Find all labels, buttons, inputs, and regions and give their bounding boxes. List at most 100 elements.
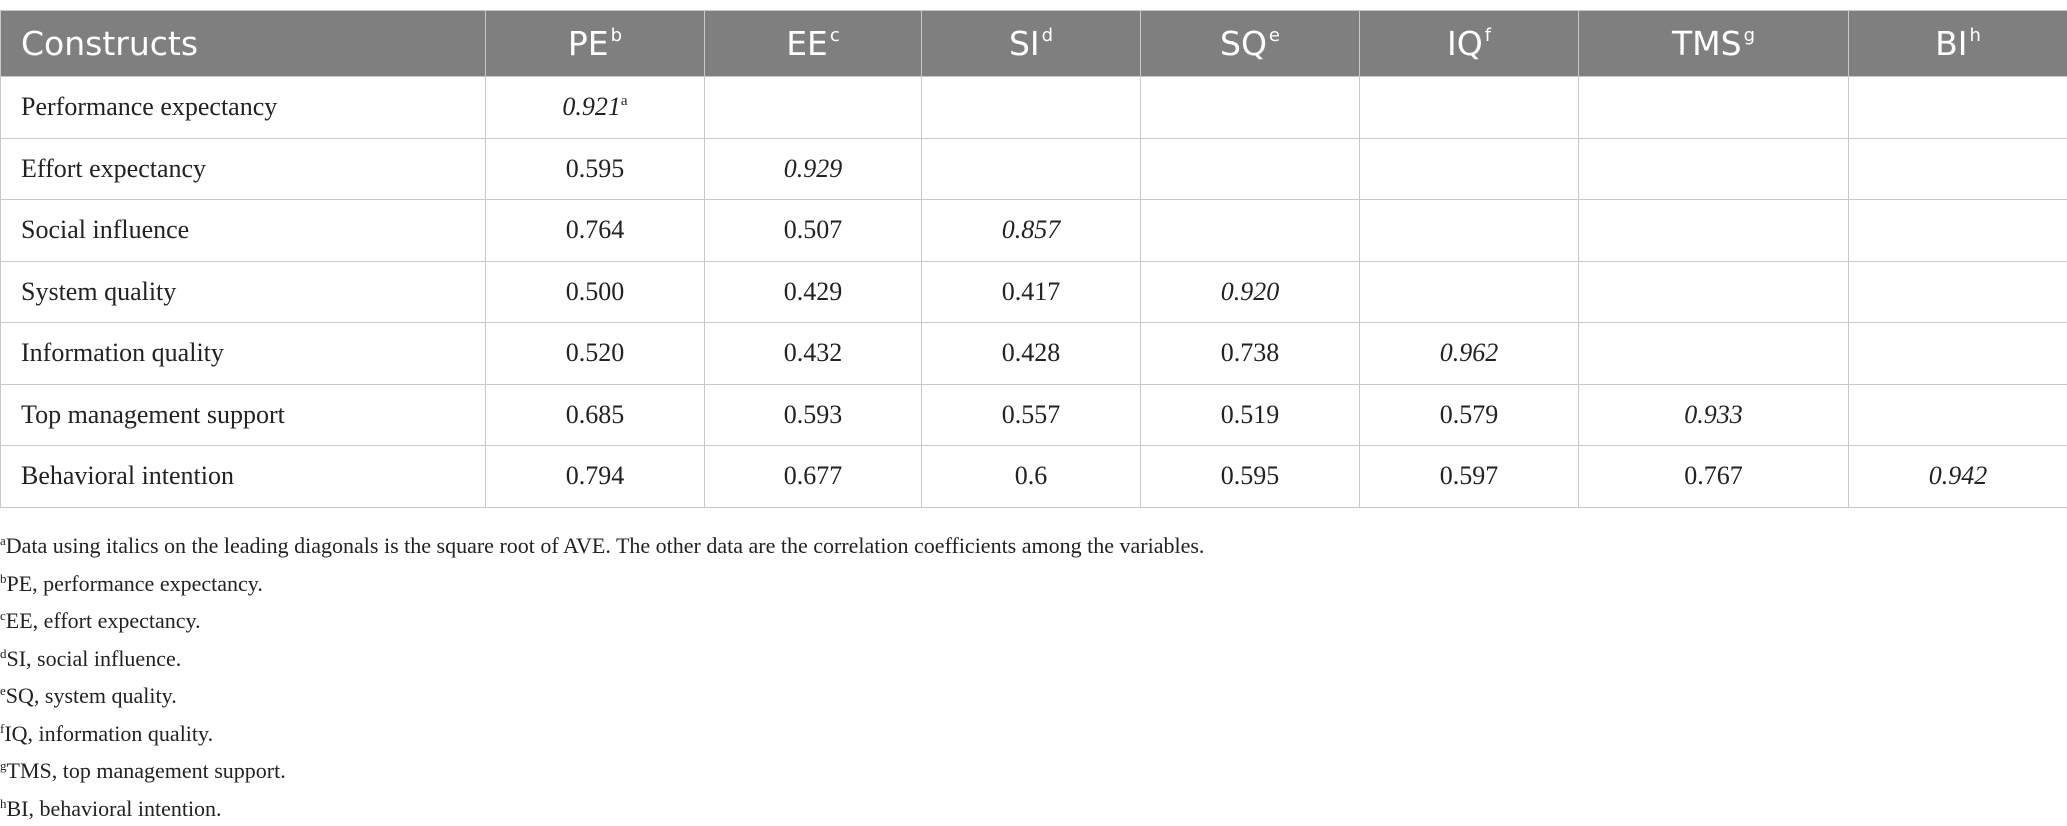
footnote-text: SQ, system quality. bbox=[5, 683, 177, 708]
table-cell: 0.595 bbox=[1140, 445, 1360, 508]
superscript: a bbox=[620, 93, 628, 110]
footnote-text: IQ, information quality. bbox=[4, 720, 214, 746]
table-cell bbox=[1578, 260, 1849, 323]
text: 0.579 bbox=[1439, 399, 1499, 429]
footnote: dSI, social influence. bbox=[0, 635, 1204, 673]
footnote: bPE, performance expectancy. bbox=[0, 560, 1204, 598]
table-cell bbox=[1848, 137, 2067, 200]
footnote-text: PE, performance expectancy. bbox=[6, 570, 263, 596]
table-cell: 0.738 bbox=[1140, 322, 1360, 385]
table-cell bbox=[1359, 76, 1579, 139]
table-cell: 0.579 bbox=[1359, 383, 1579, 446]
text: 0.595 bbox=[1220, 461, 1280, 491]
footnote-text: EE, effort expectancy. bbox=[5, 608, 201, 633]
superscript: h bbox=[1969, 25, 1981, 46]
column-header: BI h bbox=[1848, 10, 2067, 77]
text: 0.933 bbox=[1684, 399, 1743, 429]
text: Constructs bbox=[21, 24, 199, 63]
row-label: Behavioral intention bbox=[0, 445, 486, 508]
table-cell bbox=[1578, 322, 1849, 385]
text: 0.595 bbox=[565, 153, 625, 183]
superscript: e bbox=[1268, 25, 1280, 46]
table-cell: 0.519 bbox=[1140, 383, 1360, 446]
footnote: cEE, effort expectancy. bbox=[0, 597, 1204, 635]
table-cell: 0.520 bbox=[485, 322, 705, 385]
text: SQ bbox=[1220, 24, 1267, 63]
text: 0.519 bbox=[1220, 399, 1280, 429]
footnote: eSQ, system quality. bbox=[0, 672, 1204, 710]
correlation-table: Constructs PE b EE c SI d SQ e IQ f TMS g BI h Perform… bbox=[0, 10, 2067, 508]
table-cell: 0.929 bbox=[704, 137, 922, 200]
footnote: fIQ, information quality. bbox=[0, 710, 1204, 748]
footnote-marker: b bbox=[0, 570, 7, 586]
text: 0.929 bbox=[783, 153, 843, 183]
superscript: c bbox=[829, 25, 840, 46]
text: 0.593 bbox=[783, 399, 843, 429]
footnotes: aData using italics on the leading diago… bbox=[0, 522, 1204, 822]
text: 0.677 bbox=[783, 461, 843, 491]
table-cell bbox=[1359, 260, 1579, 323]
table-cell bbox=[1848, 199, 2067, 262]
text: 0.6 bbox=[1014, 461, 1048, 491]
table-cell: 0.933 bbox=[1578, 383, 1849, 446]
text: 0.942 bbox=[1928, 461, 1988, 491]
text: 0.794 bbox=[565, 461, 625, 491]
footnote-marker: d bbox=[0, 645, 7, 661]
table-cell: 0.857 bbox=[921, 199, 1141, 262]
text: 0.500 bbox=[565, 276, 625, 306]
text: 0.417 bbox=[1001, 276, 1061, 306]
table-row: Performance expectancy 0.921a bbox=[0, 76, 2067, 139]
table-cell: 0.677 bbox=[704, 445, 922, 508]
table-cell: 0.962 bbox=[1359, 322, 1579, 385]
text: 0.432 bbox=[783, 338, 843, 368]
footnote-marker: g bbox=[0, 758, 7, 773]
column-header: Constructs bbox=[0, 10, 486, 77]
table-cell: 0.507 bbox=[704, 199, 922, 262]
footnote-marker: c bbox=[0, 608, 6, 623]
table-cell bbox=[1140, 76, 1360, 139]
table-row: Social influence 0.764 0.507 0.857 bbox=[0, 199, 2067, 262]
footnote-text: TMS, top management support. bbox=[6, 758, 286, 783]
table-body: Performance expectancy 0.921a Effort expec… bbox=[0, 76, 2067, 508]
header-row: Constructs PE b EE c SI d SQ e IQ f TMS g BI h bbox=[0, 10, 2067, 77]
column-header: IQ f bbox=[1359, 10, 1579, 77]
text: 0.738 bbox=[1220, 338, 1280, 368]
footnote: hBI, behavioral intention. bbox=[0, 785, 1204, 823]
text: 0.764 bbox=[565, 215, 625, 245]
column-header: EE c bbox=[704, 10, 922, 77]
table-cell: 0.942 bbox=[1848, 445, 2067, 508]
table-cell bbox=[1578, 199, 1849, 262]
text: 0.962 bbox=[1439, 338, 1499, 368]
table-row: Effort expectancy 0.595 0.929 bbox=[0, 137, 2067, 200]
superscript: g bbox=[1743, 25, 1755, 46]
table-cell bbox=[921, 137, 1141, 200]
table-cell bbox=[1140, 199, 1360, 262]
table-cell: 0.432 bbox=[704, 322, 922, 385]
table-cell: 0.920 bbox=[1140, 260, 1360, 323]
text: 0.557 bbox=[1001, 399, 1061, 429]
text: BI bbox=[1935, 24, 1968, 63]
text: 0.767 bbox=[1684, 461, 1743, 491]
column-header: SI d bbox=[921, 10, 1141, 77]
table-cell: 0.429 bbox=[704, 260, 922, 323]
table-cell: 0.557 bbox=[921, 383, 1141, 446]
row-label: Performance expectancy bbox=[0, 76, 486, 139]
text: 0.921 bbox=[562, 92, 621, 122]
text: 0.429 bbox=[783, 276, 843, 306]
table-cell bbox=[1578, 76, 1849, 139]
table-cell bbox=[1359, 199, 1579, 262]
table-cell: 0.767 bbox=[1578, 445, 1849, 508]
table-row: System quality 0.500 0.429 0.417 0.920 bbox=[0, 260, 2067, 323]
row-label: Information quality bbox=[0, 322, 486, 385]
superscript: f bbox=[1484, 25, 1492, 46]
table-row: Top management support 0.685 0.593 0.557 0.5… bbox=[0, 383, 2067, 446]
table-cell bbox=[1578, 137, 1849, 200]
superscript: b bbox=[610, 25, 623, 46]
row-label: Social influence bbox=[0, 199, 486, 262]
table-cell: 0.794 bbox=[485, 445, 705, 508]
text: 0.920 bbox=[1220, 276, 1280, 306]
text: 0.507 bbox=[783, 215, 843, 245]
text: 0.520 bbox=[565, 338, 625, 368]
table-cell: 0.685 bbox=[485, 383, 705, 446]
